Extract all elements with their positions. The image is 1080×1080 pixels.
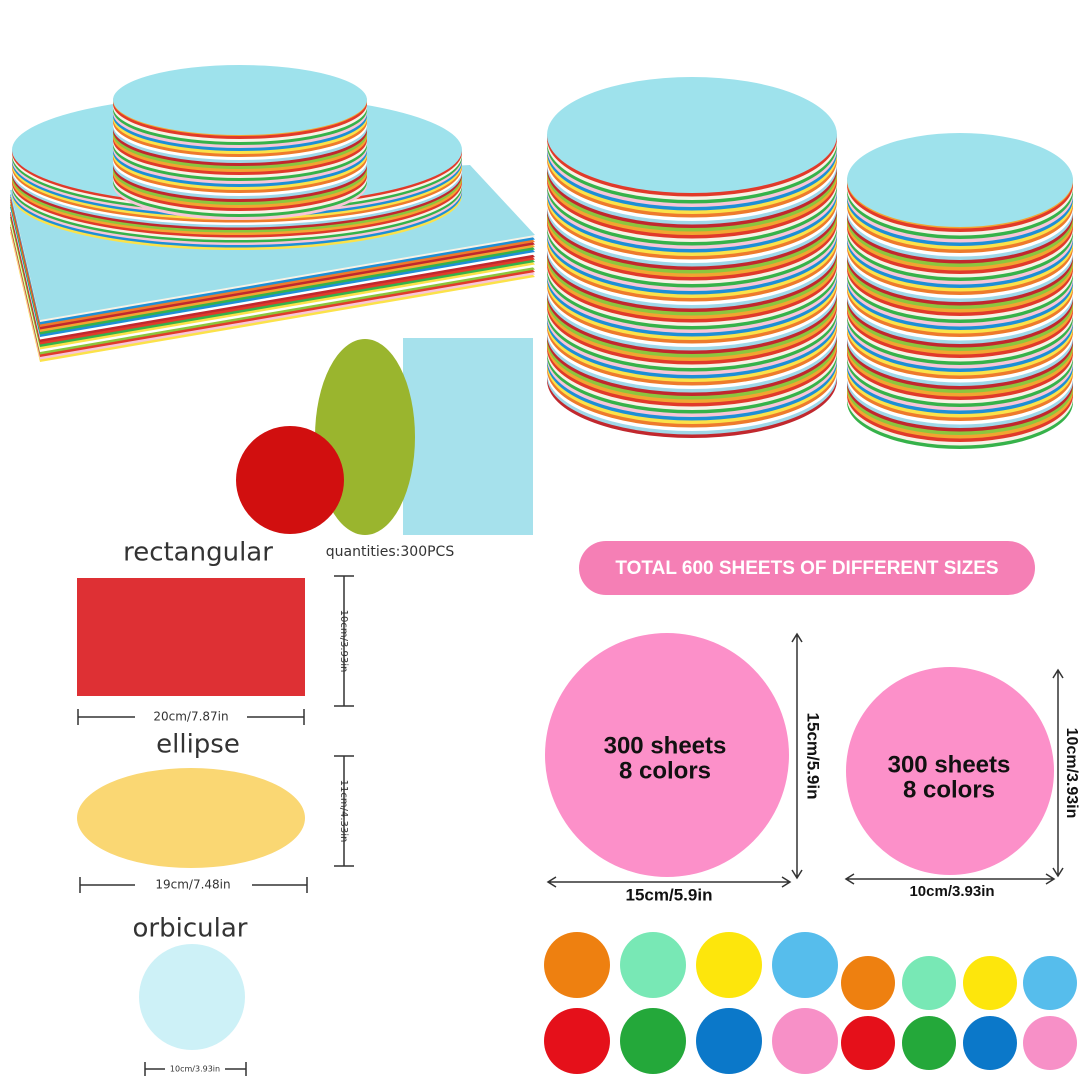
swatch — [963, 1016, 1017, 1070]
swatch — [841, 956, 895, 1010]
dimension-label: 10cm/3.93in — [909, 883, 994, 900]
circle-text: 300 sheets — [888, 751, 1011, 778]
shape-label: orbicular — [133, 914, 248, 944]
swatch — [620, 1008, 686, 1074]
dimension-line — [334, 755, 354, 867]
circle-text: 8 colors — [619, 757, 711, 784]
dimension-line — [791, 632, 803, 880]
quantity-label: quantities:300PCS — [326, 544, 455, 560]
stack-layer — [113, 65, 367, 135]
swatch — [772, 932, 838, 998]
sample-circle — [236, 426, 344, 534]
swatch — [696, 932, 762, 998]
swatch — [544, 1008, 610, 1074]
dimension-label: 19cm/7.48in — [155, 878, 230, 892]
circle-text: 8 colors — [903, 776, 995, 803]
banner — [579, 541, 1035, 595]
circle-text: 300 sheets — [604, 732, 727, 759]
rectangle-shape — [77, 578, 305, 696]
swatch — [1023, 956, 1077, 1010]
large-circle — [545, 633, 789, 877]
stack-layer — [547, 77, 837, 193]
dimension-label: 11cm/4.33in — [338, 780, 349, 843]
swatch — [841, 1016, 895, 1070]
dimension-label: 15cm/5.9in — [804, 713, 823, 800]
circle-shape — [139, 944, 245, 1050]
dimension-line — [1052, 668, 1064, 878]
color-swatches — [544, 932, 1077, 1074]
ellipse-shape — [77, 768, 305, 868]
shape-label: ellipse — [156, 730, 240, 760]
stack-layer — [847, 133, 1073, 227]
swatch — [772, 1008, 838, 1074]
swatch — [963, 956, 1017, 1010]
dimension-label: 10cm/3.93in — [170, 1065, 220, 1074]
swatch — [902, 956, 956, 1010]
dimension-line — [144, 1062, 247, 1076]
swatch — [1023, 1016, 1077, 1070]
dimension-label: 10cm/3.93in — [338, 610, 349, 673]
dimension-line — [79, 877, 308, 893]
small-circle — [846, 667, 1054, 875]
dimension-line — [844, 873, 1056, 885]
shape-label: rectangular — [123, 538, 273, 568]
dimension-label: 20cm/7.87in — [153, 710, 228, 724]
swatch — [620, 932, 686, 998]
swatch — [902, 1016, 956, 1070]
sample-rectangle — [403, 338, 533, 535]
dimension-label: 15cm/5.9in — [626, 885, 713, 904]
product-photo — [10, 65, 1073, 449]
dimension-line — [334, 575, 354, 707]
swatch — [696, 1008, 762, 1074]
dimension-line — [546, 876, 792, 888]
swatch — [544, 932, 610, 998]
dimension-line — [77, 709, 305, 725]
banner-text: TOTAL 600 SHEETS OF DIFFERENT SIZES — [615, 558, 998, 579]
dimension-label: 10cm/3.93in — [1063, 728, 1080, 819]
